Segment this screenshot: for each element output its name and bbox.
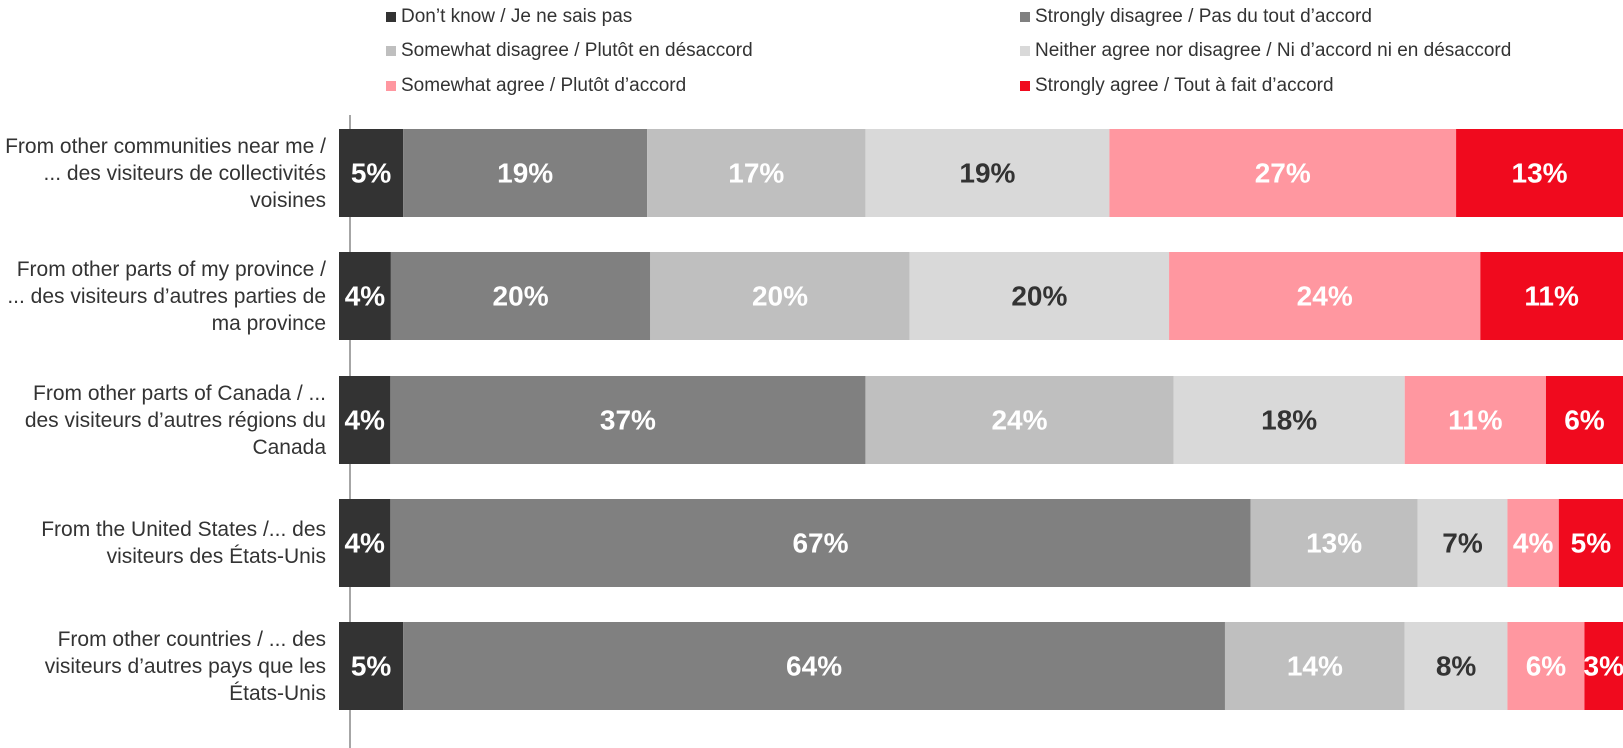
bar-segment	[909, 252, 1170, 340]
legend-swatch	[386, 81, 396, 91]
data-label: 11%	[1524, 281, 1579, 312]
data-label: 8%	[1436, 651, 1477, 682]
category-label: From other countries / ... des visiteurs…	[44, 628, 326, 705]
data-label: 18%	[1261, 405, 1317, 436]
data-label: 14%	[1287, 651, 1343, 682]
bar-segment	[339, 252, 391, 340]
data-label: 11%	[1448, 405, 1503, 436]
bar-segment	[1250, 499, 1418, 587]
data-label: 5%	[351, 158, 392, 189]
legend-label: Strongly disagree / Pas du tout d’accord	[1035, 6, 1372, 27]
legend-item: Don’t know / Je ne sais pas	[386, 6, 632, 28]
legend-swatch	[386, 46, 396, 56]
data-label: 4%	[344, 528, 385, 559]
legend-label: Neither agree nor disagree / Ni d’accord…	[1035, 40, 1512, 61]
bar-segment	[1173, 376, 1405, 464]
data-label: 5%	[1571, 528, 1612, 559]
data-label: 6%	[1564, 405, 1605, 436]
bar-segment	[865, 376, 1174, 464]
legend-swatch	[1020, 46, 1030, 56]
data-label: 27%	[1255, 158, 1311, 189]
data-label: 19%	[497, 158, 553, 189]
legend-item: Somewhat agree / Plutôt d’accord	[386, 75, 686, 97]
bar-segment	[1404, 376, 1546, 464]
bar-segment	[1507, 499, 1559, 587]
bar-segment	[1480, 252, 1623, 340]
bar-segment	[403, 129, 648, 217]
legend-label: Somewhat agree / Plutôt d’accord	[401, 75, 687, 96]
category-label: From the United States /... des visiteur…	[41, 518, 326, 568]
legend-label: Somewhat disagree / Plutôt en désaccord	[401, 40, 753, 61]
legend-item: Somewhat disagree / Plutôt en désaccord	[386, 40, 753, 62]
data-label: 4%	[345, 281, 386, 312]
bar-segment	[1404, 622, 1508, 710]
data-label: 4%	[344, 405, 385, 436]
bar-segment	[403, 622, 1225, 710]
legend-swatch	[386, 12, 396, 22]
data-label: 5%	[351, 651, 392, 682]
legend-item: Strongly agree / Tout à fait d’accord	[1020, 75, 1334, 97]
bar-segment	[1558, 499, 1623, 587]
legend-item: Strongly disagree / Pas du tout d’accord	[1020, 6, 1372, 28]
bar-segment	[865, 129, 1110, 217]
bar-segment	[650, 252, 910, 340]
bar-segment	[1417, 499, 1508, 587]
data-label: 20%	[752, 281, 808, 312]
data-label: 19%	[959, 158, 1015, 189]
legend-swatch	[1020, 12, 1030, 22]
data-label: 20%	[1011, 281, 1067, 312]
bar-segment	[339, 129, 404, 217]
legend-item: Neither agree nor disagree / Ni d’accord…	[1020, 40, 1511, 62]
data-label: 67%	[792, 528, 848, 559]
legend-label: Don’t know / Je ne sais pas	[401, 6, 633, 27]
bar-segment	[1507, 622, 1585, 710]
data-label: 4%	[1513, 528, 1554, 559]
data-label: 17%	[728, 158, 784, 189]
bar-segment	[647, 129, 866, 217]
category-label: From other parts of my province / ... de…	[7, 258, 326, 335]
bar-segment	[1456, 129, 1623, 217]
category-label: From other communities near me / ... des…	[5, 135, 326, 212]
data-label: 6%	[1526, 651, 1567, 682]
bar-segment	[1545, 376, 1623, 464]
bar-segment	[339, 376, 391, 464]
legend-swatch	[1020, 81, 1030, 91]
bar-segment	[390, 499, 1251, 587]
bar-segment	[1224, 622, 1405, 710]
data-label: 13%	[1512, 158, 1568, 189]
data-label: 20%	[493, 281, 549, 312]
category-label: From other parts of Canada / ... des vis…	[24, 382, 326, 459]
data-label: 64%	[786, 651, 842, 682]
data-label: 7%	[1442, 528, 1483, 559]
data-label: 24%	[1297, 281, 1353, 312]
bar-segment	[390, 252, 651, 340]
data-label: 3%	[1584, 651, 1623, 682]
data-label: 37%	[600, 405, 656, 436]
bar-segment	[1584, 622, 1623, 710]
bar-segment	[339, 499, 391, 587]
data-label: 24%	[991, 405, 1047, 436]
bar-segment	[1169, 252, 1481, 340]
bar-segment	[390, 376, 866, 464]
data-label: 13%	[1306, 528, 1362, 559]
legend-label: Strongly agree / Tout à fait d’accord	[1035, 75, 1334, 96]
bar-segment	[339, 622, 404, 710]
bar-segment	[1109, 129, 1457, 217]
